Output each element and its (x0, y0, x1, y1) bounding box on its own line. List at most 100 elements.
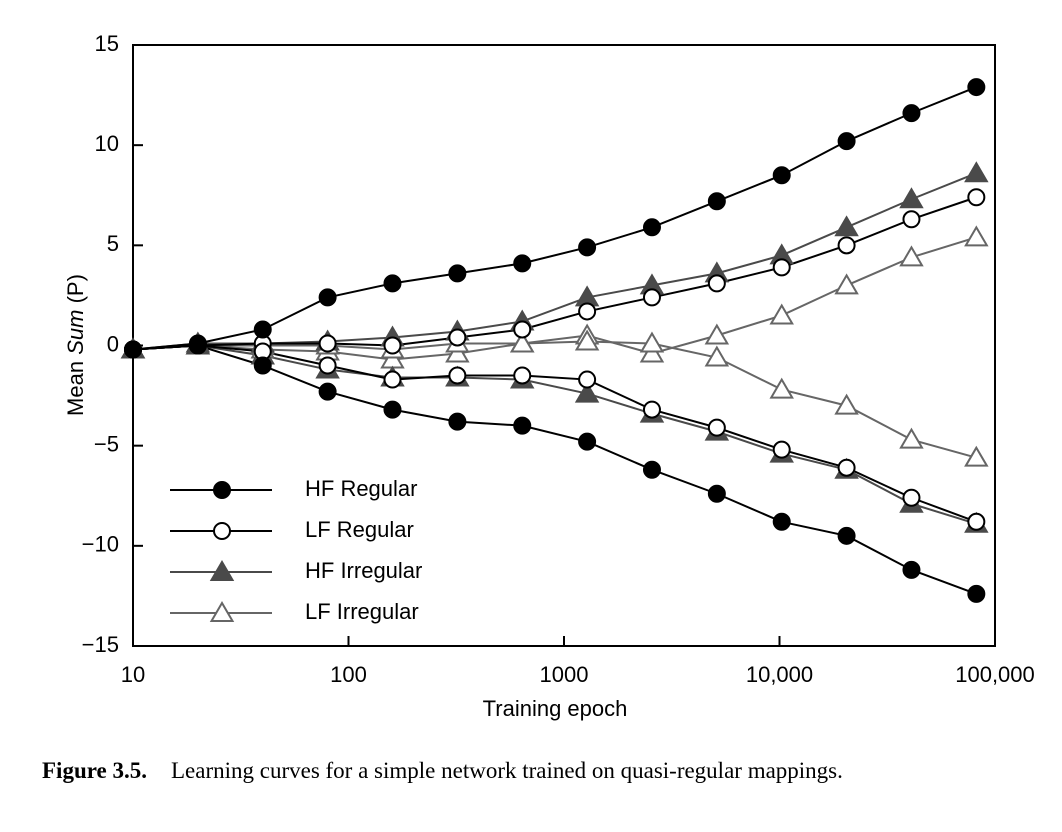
marker (772, 258, 791, 277)
legend-label: HF Irregular (305, 558, 422, 583)
legend-label: LF Regular (305, 517, 414, 542)
y-label-suffix: (P) (63, 274, 88, 303)
marker (448, 264, 467, 283)
x-tick-label: 10,000 (746, 662, 813, 687)
marker (902, 210, 921, 229)
marker (899, 245, 924, 267)
caption-text: Learning curves for a simple network tra… (171, 758, 843, 783)
marker (642, 460, 661, 479)
y-tick-label: 15 (95, 31, 119, 56)
x-tick-label: 100,000 (955, 662, 1035, 687)
marker (769, 303, 794, 325)
marker (578, 432, 597, 451)
marker (769, 377, 794, 399)
marker (318, 356, 337, 375)
marker (772, 440, 791, 459)
marker (445, 341, 470, 363)
marker (642, 218, 661, 237)
marker (383, 274, 402, 293)
marker (318, 334, 337, 353)
marker (124, 340, 142, 359)
legend-marker (209, 560, 235, 581)
marker (902, 488, 921, 507)
legend-label: HF Regular (305, 476, 417, 501)
y-tick-label: 0 (107, 331, 119, 356)
series-line (132, 236, 977, 361)
marker (964, 161, 989, 183)
marker (318, 382, 337, 401)
x-axis-label: Training epoch (483, 696, 628, 721)
marker (639, 331, 665, 353)
series-line (132, 196, 977, 351)
y-tick-label: −10 (82, 532, 119, 557)
marker (574, 381, 600, 403)
marker (578, 370, 597, 389)
marker (383, 370, 402, 389)
y-axis-label: Mean Sum (P) (63, 274, 88, 416)
marker (509, 331, 535, 353)
marker (834, 215, 859, 237)
marker (967, 188, 986, 207)
y-label-italic: Sum (63, 310, 88, 355)
marker (707, 484, 726, 503)
x-tick-label: 10 (121, 662, 145, 687)
marker (967, 512, 986, 531)
series-line (132, 344, 977, 595)
marker (837, 458, 856, 477)
marker (448, 366, 467, 385)
y-tick-label: −5 (94, 431, 119, 456)
marker (837, 526, 856, 545)
caption: Figure 3.5. Learning curves for a simple … (42, 758, 843, 783)
marker (964, 445, 989, 467)
series-line (132, 340, 977, 459)
marker (899, 187, 924, 209)
marker (578, 302, 597, 321)
legend-marker (213, 522, 231, 540)
marker (967, 584, 986, 603)
marker (834, 393, 859, 415)
marker (318, 288, 337, 307)
y-tick-label: 5 (107, 231, 119, 256)
marker (383, 400, 402, 419)
marker (513, 416, 532, 435)
marker (513, 366, 532, 385)
y-tick-label: 10 (95, 131, 119, 156)
marker (513, 320, 532, 339)
y-label-prefix: Mean (63, 361, 88, 416)
marker (837, 132, 856, 151)
series-line (132, 86, 977, 351)
marker (253, 320, 272, 339)
x-tick-label: 1000 (540, 662, 589, 687)
marker (513, 254, 532, 273)
marker (188, 336, 207, 355)
marker (837, 236, 856, 255)
marker (902, 104, 921, 123)
marker (707, 418, 726, 437)
marker (253, 356, 272, 375)
marker (578, 238, 597, 257)
marker (967, 78, 986, 97)
marker (642, 288, 661, 307)
marker (707, 274, 726, 293)
legend-marker (213, 481, 231, 499)
marker (639, 341, 665, 363)
marker (707, 192, 726, 211)
marker (448, 328, 467, 347)
marker (574, 329, 600, 351)
legend-marker (209, 601, 235, 622)
marker (772, 166, 791, 185)
caption-label: Figure 3.5. (42, 758, 147, 783)
marker (704, 323, 730, 345)
marker (772, 512, 791, 531)
legend-label: LF Irregular (305, 599, 419, 624)
marker (899, 427, 924, 449)
x-tick-label: 100 (330, 662, 367, 687)
marker (383, 336, 402, 355)
marker (704, 345, 730, 367)
marker (834, 273, 859, 295)
marker (448, 412, 467, 431)
marker (964, 225, 989, 247)
marker (902, 560, 921, 579)
